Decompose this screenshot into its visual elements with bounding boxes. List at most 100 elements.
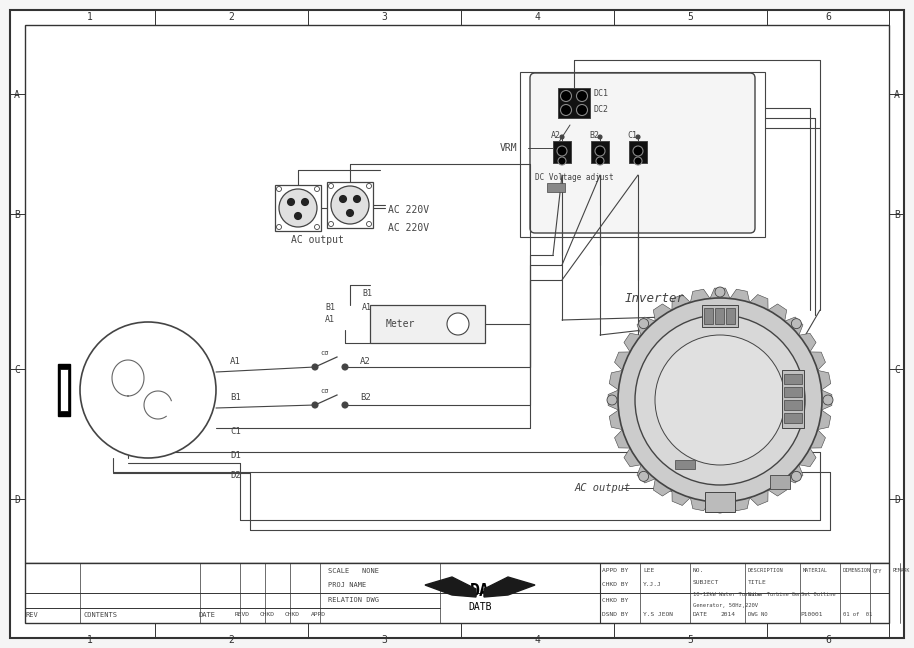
Bar — [558, 88, 590, 118]
Text: CHKD BY: CHKD BY — [602, 583, 628, 588]
Circle shape — [792, 319, 802, 329]
Polygon shape — [610, 371, 622, 390]
Bar — [370, 305, 485, 343]
Circle shape — [80, 322, 216, 458]
Text: DC Voltage adjust: DC Voltage adjust — [535, 174, 613, 183]
Text: DC2: DC2 — [593, 104, 608, 113]
Text: QTY: QTY — [873, 568, 882, 573]
Circle shape — [595, 146, 605, 156]
Circle shape — [314, 224, 320, 229]
Polygon shape — [822, 390, 832, 410]
Circle shape — [635, 315, 805, 485]
Text: A: A — [14, 90, 20, 100]
Polygon shape — [610, 410, 622, 430]
Text: REVD: REVD — [235, 612, 250, 618]
Bar — [275, 185, 321, 231]
Circle shape — [715, 503, 725, 513]
Text: A1: A1 — [230, 356, 240, 365]
Bar — [704, 308, 713, 324]
Polygon shape — [818, 410, 831, 430]
Circle shape — [558, 157, 566, 165]
Text: MATERIAL: MATERIAL — [803, 568, 828, 573]
Text: DC1: DC1 — [593, 89, 608, 98]
Bar — [770, 475, 790, 489]
Text: CHKD: CHKD — [260, 612, 274, 618]
Polygon shape — [810, 352, 825, 371]
Polygon shape — [624, 448, 641, 467]
Text: 5: 5 — [687, 635, 694, 645]
Text: APPD BY: APPD BY — [602, 568, 628, 573]
Polygon shape — [637, 465, 655, 483]
FancyBboxPatch shape — [530, 73, 755, 233]
Circle shape — [447, 313, 469, 335]
Text: 2: 2 — [228, 12, 234, 22]
Circle shape — [823, 395, 833, 405]
Bar — [715, 308, 724, 324]
Bar — [25, 25, 889, 563]
Circle shape — [792, 471, 802, 481]
Polygon shape — [690, 498, 710, 511]
Text: A: A — [894, 90, 900, 100]
Text: AC Voltage adjust: AC Voltage adjust — [665, 446, 744, 454]
Circle shape — [596, 157, 604, 165]
Text: B1: B1 — [362, 288, 372, 297]
Circle shape — [655, 335, 785, 465]
Circle shape — [367, 222, 371, 227]
Text: Water Turbine GenSet Outline: Water Turbine GenSet Outline — [748, 592, 835, 597]
Text: 6: 6 — [825, 12, 831, 22]
Text: DESCRIPTION: DESCRIPTION — [748, 568, 783, 573]
Text: D: D — [894, 495, 900, 505]
Circle shape — [618, 298, 822, 502]
Text: AC 220V: AC 220V — [388, 223, 430, 233]
Polygon shape — [614, 352, 630, 371]
Text: C: C — [894, 365, 900, 375]
Circle shape — [277, 224, 282, 229]
Polygon shape — [425, 577, 476, 597]
Bar — [591, 141, 609, 163]
Circle shape — [277, 187, 282, 192]
Circle shape — [715, 287, 725, 297]
Text: APPD: APPD — [311, 612, 325, 618]
Text: AC 220V: AC 220V — [388, 205, 430, 215]
Text: Inverter: Inverter — [625, 292, 685, 305]
Text: SCALE   NONE: SCALE NONE — [328, 568, 379, 574]
Polygon shape — [654, 479, 672, 496]
Text: B1: B1 — [230, 393, 240, 402]
Bar — [327, 182, 373, 228]
Circle shape — [346, 209, 354, 216]
Text: CONTENTS: CONTENTS — [83, 612, 117, 618]
Polygon shape — [637, 317, 655, 335]
Text: D: D — [14, 495, 20, 505]
Text: DWG NO: DWG NO — [748, 612, 768, 618]
Polygon shape — [624, 333, 641, 352]
Bar — [784, 374, 802, 384]
Circle shape — [354, 196, 360, 202]
Text: LEE: LEE — [643, 568, 654, 573]
Bar — [675, 460, 695, 469]
Text: A1: A1 — [325, 316, 335, 325]
Text: SUBJECT: SUBJECT — [693, 581, 719, 586]
Text: 3: 3 — [381, 635, 388, 645]
Text: 2: 2 — [228, 635, 234, 645]
Text: B1: B1 — [325, 303, 335, 312]
Circle shape — [342, 402, 348, 408]
Circle shape — [367, 183, 371, 189]
Polygon shape — [710, 288, 730, 299]
Circle shape — [577, 91, 588, 102]
Text: 1: 1 — [87, 12, 93, 22]
Bar — [784, 413, 802, 423]
Circle shape — [328, 222, 334, 227]
Text: 01 of  01: 01 of 01 — [843, 612, 872, 618]
Circle shape — [560, 104, 571, 115]
Polygon shape — [654, 304, 672, 321]
Bar — [702, 305, 738, 327]
Circle shape — [342, 364, 348, 370]
Text: D1: D1 — [230, 450, 240, 459]
Circle shape — [598, 135, 602, 139]
Text: RELATION DWG: RELATION DWG — [328, 597, 379, 603]
Text: REV: REV — [25, 612, 37, 618]
Text: 4: 4 — [535, 12, 540, 22]
Circle shape — [634, 157, 642, 165]
Text: AC output: AC output — [575, 483, 632, 493]
Text: A2: A2 — [551, 130, 561, 139]
